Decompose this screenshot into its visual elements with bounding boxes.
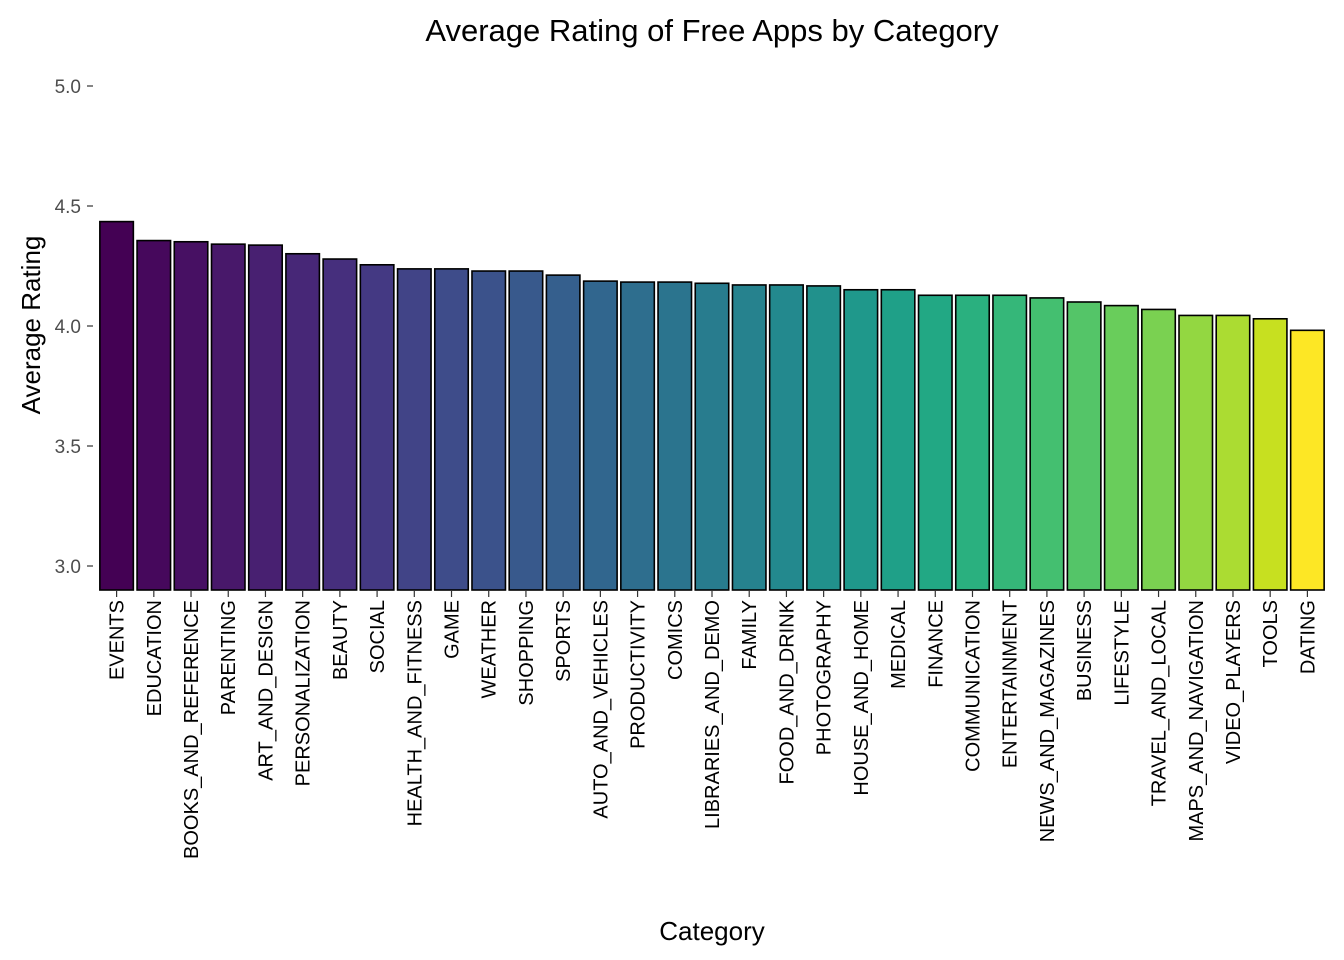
bar-beauty (322, 258, 358, 591)
bar-tools (1252, 317, 1288, 591)
bar-weather (471, 270, 507, 591)
x-tick-label: LIBRARIES_AND_DEMO (702, 600, 724, 829)
x-tick-label: EDUCATION (144, 600, 166, 716)
bar-video-players (1215, 314, 1251, 591)
x-tick-label: NEWS_AND_MAGAZINES (1037, 600, 1059, 842)
x-tick-label: COMMUNICATION (962, 600, 984, 772)
x-tick-label: FAMILY (739, 600, 761, 670)
bar-books-and-reference (173, 240, 209, 591)
bar-personalization (285, 252, 321, 591)
x-tick-label: PRODUCTIVITY (628, 600, 650, 749)
x-axis-title: Category (659, 916, 765, 946)
bars (99, 220, 1325, 591)
bar-game (433, 268, 470, 591)
bar-finance (917, 294, 953, 591)
x-tick-label: FOOD_AND_DRINK (776, 599, 798, 784)
x-axis: EVENTS EDUCATION BOOKS_AND_REFERENCE PARENT… (107, 591, 1319, 859)
chart-title: Average Rating of Free Apps by Category (425, 13, 999, 48)
x-tick-label: SHOPPING (516, 600, 538, 706)
bar-comics (657, 281, 693, 591)
y-tick-label: 4.0 (55, 317, 81, 338)
x-tick-label: TRAVEL_AND_LOCAL (1149, 600, 1171, 806)
bar-news-and-magazines (1029, 297, 1065, 591)
x-tick-label: ART_AND_DESIGN (255, 600, 277, 781)
bar-photography (806, 285, 842, 591)
bar-sports (545, 274, 581, 591)
x-tick-label: BOOKS_AND_REFERENCE (181, 600, 203, 859)
bar-communication (954, 294, 991, 591)
x-tick-label: PERSONALIZATION (293, 600, 315, 786)
x-tick-label: MAPS_AND_NAVIGATION (1186, 600, 1208, 842)
x-tick-label: WEATHER (479, 600, 501, 699)
bar-health-and-fitness (396, 268, 432, 591)
bar-lifestyle (1103, 304, 1139, 591)
x-tick-label: DATING (1297, 600, 1319, 674)
y-tick-label: 4.5 (55, 197, 81, 218)
x-tick-label: PHOTOGRAPHY (814, 600, 836, 755)
bar-education (136, 239, 172, 591)
bar-shopping (508, 270, 544, 591)
y-axis: 3.0 3.5 4.0 4.5 5.0 (55, 77, 93, 578)
y-axis-title: Average Rating (16, 236, 46, 415)
x-tick-label: ENTERTAINMENT (1000, 600, 1022, 768)
x-tick-label: EVENTS (107, 600, 129, 680)
x-tick-label: LIFESTYLE (1111, 600, 1133, 706)
x-tick-label: TOOLS (1260, 600, 1282, 667)
bar-events (99, 220, 135, 591)
bar-house-and-home (843, 288, 879, 591)
x-tick-label: BUSINESS (1074, 600, 1096, 701)
x-tick-label: HOUSE_AND_HOME (851, 600, 873, 796)
bar-libraries-and-demo (694, 282, 730, 591)
bar-travel-and-local (1141, 308, 1177, 591)
bar-social (359, 263, 395, 591)
x-tick-label: FINANCE (925, 600, 947, 688)
bar-family (731, 284, 767, 591)
bar-maps-and-navigation (1178, 314, 1214, 591)
bar-business (1066, 301, 1102, 591)
x-tick-label: HEALTH_AND_FITNESS (404, 600, 426, 826)
x-tick-label: GAME (442, 600, 464, 659)
x-tick-label: AUTO_AND_VEHICLES (590, 600, 612, 819)
bar-food-and-drink (768, 284, 804, 591)
y-tick-label: 3.0 (55, 557, 81, 578)
bar-productivity (620, 281, 656, 591)
x-tick-label: MEDICAL (888, 600, 910, 689)
bar-dating (1289, 329, 1325, 591)
bar-parenting (210, 243, 246, 591)
bar-art-and-design (247, 244, 284, 591)
x-tick-label: VIDEO_PLAYERS (1223, 600, 1245, 764)
bar-medical (880, 288, 916, 591)
x-tick-label: PARENTING (218, 600, 240, 715)
x-tick-label: SOCIAL (367, 600, 389, 673)
x-tick-label: BEAUTY (330, 600, 352, 680)
bar-entertainment (992, 294, 1028, 591)
x-tick-label: COMICS (665, 600, 687, 680)
x-tick-label: SPORTS (553, 600, 575, 682)
bar-auto-and-vehicles (582, 280, 618, 591)
y-tick-label: 3.5 (55, 437, 81, 458)
y-tick-label: 5.0 (55, 77, 81, 98)
